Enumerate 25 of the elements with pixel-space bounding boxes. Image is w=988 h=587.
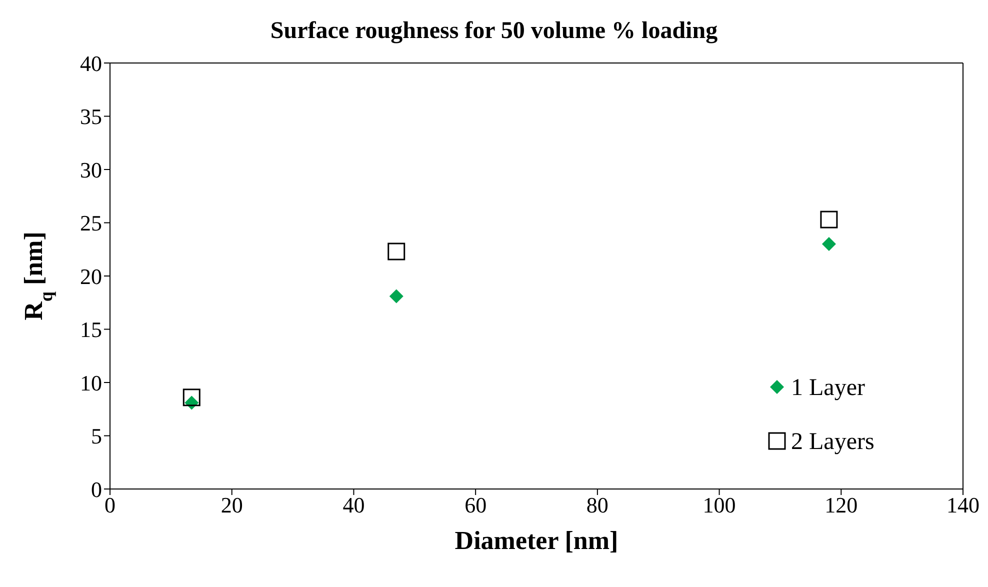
point bbox=[182, 388, 200, 406]
point bbox=[388, 242, 406, 260]
point bbox=[389, 289, 404, 304]
y-tick-label: 30 bbox=[80, 157, 102, 182]
x-tick-label: 60 bbox=[464, 492, 487, 518]
x-tick-label: 80 bbox=[586, 492, 608, 518]
point bbox=[820, 210, 838, 228]
x-axis-title: Diameter [nm] bbox=[454, 526, 618, 555]
chart-title: Surface roughness for 50 volume % loading bbox=[269, 18, 719, 45]
y-tick-label: 20 bbox=[80, 264, 102, 289]
y-tick-label: 0 bbox=[91, 476, 102, 502]
y-tick-label: 35 bbox=[80, 104, 102, 130]
y-tick-label: 40 bbox=[80, 50, 102, 76]
y-tick-label: 25 bbox=[80, 210, 102, 236]
y-tick-label: 10 bbox=[80, 370, 102, 396]
x-tick-label: 20 bbox=[220, 492, 243, 518]
legend-label: 1 Layer bbox=[791, 375, 865, 401]
x-tick-label: 100 bbox=[702, 492, 736, 518]
point bbox=[822, 237, 836, 252]
y-tick-label: 5 bbox=[91, 424, 102, 449]
y-tick-label: 15 bbox=[80, 317, 102, 342]
x-tick-label: 120 bbox=[824, 492, 858, 518]
legend-label: 2 Layers bbox=[791, 429, 874, 455]
x-tick-label: 140 bbox=[946, 492, 980, 518]
x-tick-label: 40 bbox=[342, 492, 365, 518]
